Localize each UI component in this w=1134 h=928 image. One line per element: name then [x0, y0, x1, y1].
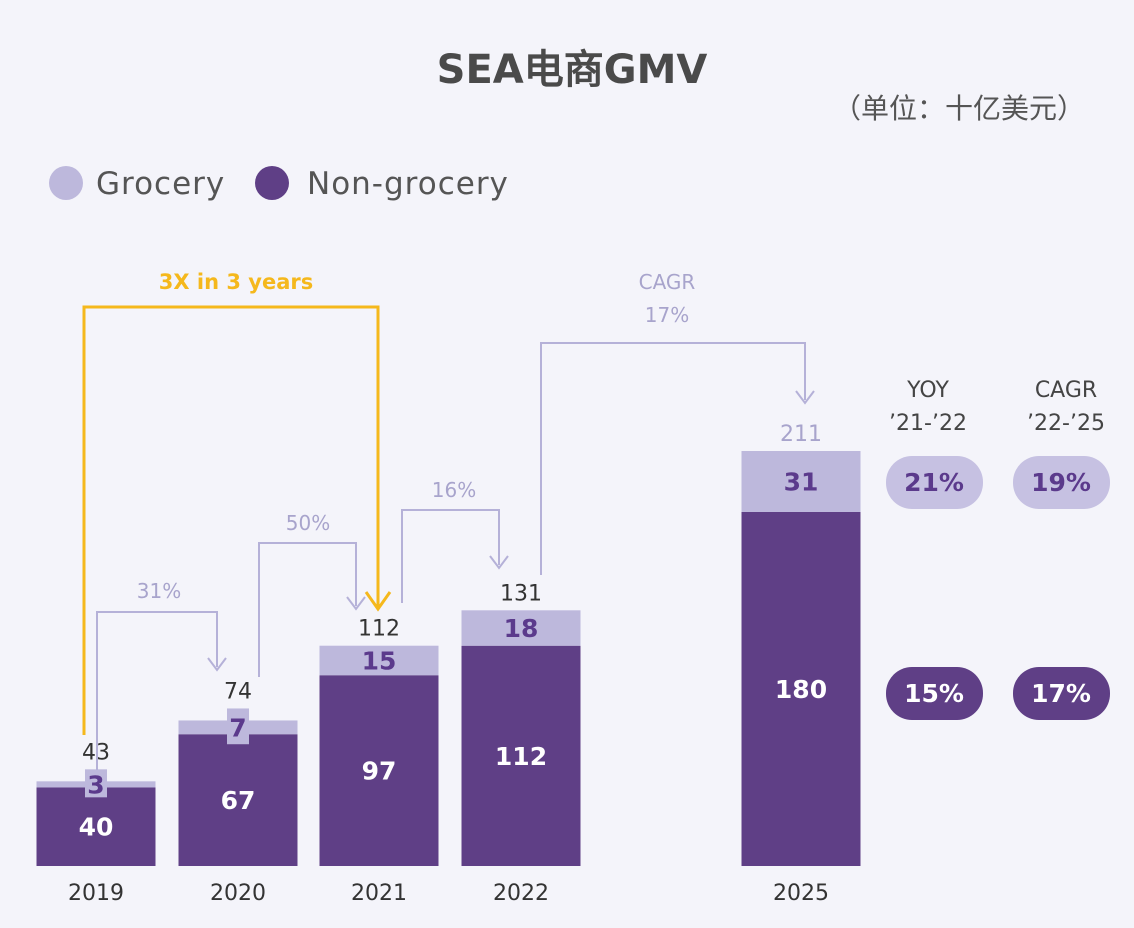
cagr-period: ’22-’25 — [1027, 411, 1105, 436]
label-grocery-2021: 15 — [362, 646, 397, 675]
label-nongrocery-2020: 67 — [221, 786, 256, 815]
total-label-2022: 131 — [500, 581, 542, 606]
chart-title: SEA电商GMV — [437, 47, 708, 93]
bar-nongrocery-2021 — [319, 675, 439, 866]
label-nongrocery-2025: 180 — [775, 675, 827, 704]
x-tick-2022: 2022 — [493, 881, 549, 906]
connector-2020-2021 — [258, 542, 357, 677]
label-grocery-2025: 31 — [784, 467, 819, 496]
total-label-2025: 211 — [780, 422, 822, 447]
connector-2021-2022 — [401, 509, 500, 603]
bar-nongrocery-2020 — [178, 734, 298, 866]
label-nongrocery-2019: 40 — [79, 813, 114, 842]
legend-nongrocery-swatch — [255, 166, 289, 200]
bar-grocery-2022 — [461, 610, 581, 646]
yoy-header: YOY — [906, 378, 949, 403]
pill-nongrocery-cagr — [1013, 667, 1110, 720]
arrowhead-2021-a — [346, 596, 366, 611]
label-nongrocery-2022: 112 — [495, 742, 547, 771]
grocery-tab-2020 — [227, 708, 249, 745]
cagr-value: 17% — [645, 303, 689, 327]
label-nongrocery-2021: 97 — [362, 757, 397, 786]
three-x-bracket — [82, 305, 380, 735]
cagr-label: CAGR — [639, 270, 696, 294]
pill-nongrocery-cagr-text: 17% — [1031, 679, 1091, 708]
legend-nongrocery-label: Non-grocery — [307, 166, 509, 202]
label-grocery-2022: 18 — [504, 614, 539, 643]
label-grocery-2019: 3 — [87, 770, 104, 799]
connector-cagr — [540, 342, 806, 575]
grocery-tab-2019 — [85, 769, 107, 798]
bar-nongrocery-2019 — [36, 787, 156, 866]
legend-grocery-label: Grocery — [96, 166, 225, 202]
bar-grocery-2025 — [741, 451, 861, 512]
pill-nongrocery-yoy — [886, 667, 983, 720]
unit-label: （单位：十亿美元） — [833, 92, 1085, 125]
three-x-label: 3X in 3 years — [159, 270, 313, 294]
total-label-2021: 112 — [358, 617, 400, 642]
legend-grocery-swatch — [49, 166, 83, 200]
cagr-header: CAGR — [1035, 378, 1097, 403]
bar-nongrocery-2025 — [741, 511, 861, 866]
three-x-arrowhead — [364, 591, 392, 612]
bar-nongrocery-2022 — [461, 645, 581, 866]
arrowhead-2020 — [207, 657, 227, 672]
arrowhead-2025 — [795, 390, 815, 405]
pill-nongrocery-yoy-text: 15% — [904, 679, 964, 708]
connector-2019-2020 — [96, 611, 218, 770]
total-label-2020: 74 — [224, 679, 252, 704]
pill-grocery-yoy — [886, 456, 983, 509]
arrowhead-2022 — [489, 555, 509, 570]
pill-grocery-yoy-text: 21% — [904, 468, 964, 497]
x-tick-2025: 2025 — [773, 881, 829, 906]
label-grocery-2020: 7 — [229, 713, 246, 742]
x-tick-2020: 2020 — [210, 881, 266, 906]
pill-grocery-cagr — [1013, 456, 1110, 509]
x-tick-2021: 2021 — [351, 881, 407, 906]
growth-label-2022: 16% — [432, 478, 476, 502]
pill-grocery-cagr-text: 19% — [1031, 468, 1091, 497]
yoy-period: ’21-’22 — [889, 411, 967, 436]
growth-label-2020: 31% — [137, 579, 181, 603]
bar-grocery-2021 — [319, 645, 439, 676]
growth-label-2021: 50% — [286, 511, 330, 535]
x-tick-2019: 2019 — [68, 881, 124, 906]
